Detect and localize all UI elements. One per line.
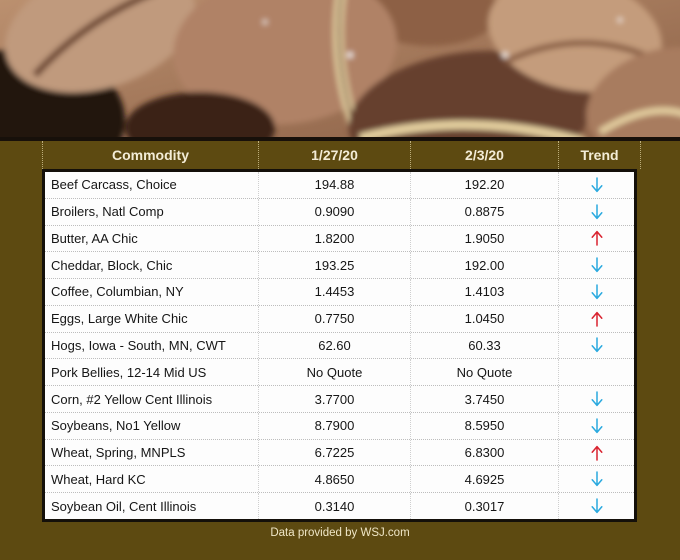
price-feb3-cell: 4.6925	[410, 466, 558, 493]
table-row: Coffee, Columbian, NY 1.4453 1.4103	[45, 278, 634, 305]
commodity-cell: Soybeans, No1 Yellow	[51, 418, 181, 434]
down-arrow-icon	[590, 177, 603, 193]
header-date-feb3: 2/3/20	[410, 141, 558, 169]
table-row: Butter, AA Chic 1.8200 1.9050	[45, 224, 634, 252]
price-jan27-cell: 6.7225	[258, 439, 410, 466]
trend-cell	[558, 225, 634, 252]
coffee-beans-illustration	[0, 0, 680, 141]
price-jan27-cell: 0.9090	[258, 198, 410, 225]
up-arrow-icon	[590, 231, 603, 247]
commodity-cell: Wheat, Spring, MNPLS	[51, 445, 186, 461]
price-feb3-cell: 6.8300	[410, 439, 558, 466]
header-trend: Trend	[558, 141, 640, 169]
commodity-cell: Wheat, Hard KC	[51, 471, 146, 487]
trend-cell	[558, 386, 634, 412]
table-row: Soybean Oil, Cent Illinois 0.3140 0.3017	[45, 492, 634, 519]
table-row: Corn, #2 Yellow Cent Illinois 3.7700 3.7…	[45, 385, 634, 412]
table-row: Wheat, Hard KC 4.8650 4.6925	[45, 465, 634, 493]
price-jan27-cell: 193.25	[258, 252, 410, 279]
commodity-cell: Soybean Oil, Cent Illinois	[51, 498, 197, 514]
price-feb3-cell: 192.00	[410, 252, 558, 279]
price-jan27-cell: 1.8200	[258, 225, 410, 252]
coffee-beans-photo	[0, 0, 680, 141]
trend-cell	[558, 198, 634, 225]
price-jan27-cell: 62.60	[258, 332, 410, 359]
price-feb3-cell: No Quote	[410, 359, 558, 386]
table-header-row: Commodity 1/27/20 2/3/20 Trend	[0, 141, 680, 169]
price-feb3-cell: 1.0450	[410, 305, 558, 332]
trend-cell	[558, 332, 634, 359]
commodity-cell: Beef Carcass, Choice	[51, 177, 177, 193]
commodity-cell: Broilers, Natl Comp	[51, 204, 164, 220]
trend-cell	[558, 305, 634, 332]
commodity-cell: Cheddar, Block, Chic	[51, 257, 173, 273]
table-row: Cheddar, Block, Chic 193.25 192.00	[45, 251, 634, 279]
trend-cell	[558, 252, 634, 279]
header-commodity: Commodity	[42, 141, 258, 169]
commodity-cell: Eggs, Large White Chic	[51, 311, 188, 327]
price-jan27-cell: 194.88	[258, 172, 410, 198]
table-row: Broilers, Natl Comp 0.9090 0.8875	[45, 197, 634, 225]
trend-cell	[558, 279, 634, 305]
table-row: Pork Bellies, 12-14 Mid US No Quote No Q…	[45, 358, 634, 386]
trend-cell	[558, 172, 634, 198]
down-arrow-icon	[590, 203, 603, 219]
price-feb3-cell: 60.33	[410, 332, 558, 359]
price-feb3-cell: 1.4103	[410, 279, 558, 305]
commodity-cell: Butter, AA Chic	[51, 230, 138, 246]
down-arrow-icon	[590, 471, 603, 487]
price-jan27-cell: 1.4453	[258, 279, 410, 305]
price-feb3-cell: 8.5950	[410, 412, 558, 439]
header-divider	[640, 141, 641, 169]
data-credit: Data provided by WSJ.com	[270, 527, 410, 539]
trend-cell	[558, 359, 634, 386]
down-arrow-icon	[590, 337, 603, 353]
price-jan27-cell: 0.3140	[258, 493, 410, 519]
table-row: Eggs, Large White Chic 0.7750 1.0450	[45, 304, 634, 332]
up-arrow-icon	[590, 445, 603, 461]
table-row: Wheat, Spring, MNPLS 6.7225 6.8300	[45, 438, 634, 466]
price-feb3-cell: 0.8875	[410, 198, 558, 225]
price-jan27-cell: 0.7750	[258, 305, 410, 332]
down-arrow-icon	[590, 418, 603, 433]
down-arrow-icon	[590, 257, 603, 273]
commodity-cell: Corn, #2 Yellow Cent Illinois	[51, 391, 213, 407]
down-arrow-icon	[590, 391, 603, 407]
header-date-jan27: 1/27/20	[258, 141, 410, 169]
table-row: Hogs, Iowa - South, MN, CWT 62.60 60.33	[45, 331, 634, 359]
trend-cell	[558, 493, 634, 519]
table-row: Beef Carcass, Choice 194.88 192.20	[45, 172, 634, 198]
trend-cell	[558, 466, 634, 493]
commodity-cell: Coffee, Columbian, NY	[51, 284, 184, 300]
up-arrow-icon	[590, 311, 603, 327]
price-feb3-cell: 192.20	[410, 172, 558, 198]
table-row: Soybeans, No1 Yellow 8.7900 8.5950	[45, 411, 634, 439]
price-jan27-cell: 3.7700	[258, 386, 410, 412]
price-feb3-cell: 1.9050	[410, 225, 558, 252]
price-feb3-cell: 0.3017	[410, 493, 558, 519]
down-arrow-icon	[590, 498, 603, 514]
trend-cell	[558, 439, 634, 466]
commodity-cell: Pork Bellies, 12-14 Mid US	[51, 364, 207, 380]
down-arrow-icon	[590, 284, 603, 300]
price-jan27-cell: 4.8650	[258, 466, 410, 493]
commodity-price-table: Beef Carcass, Choice 194.88 192.20 Broil…	[42, 169, 637, 522]
trend-cell	[558, 412, 634, 439]
price-jan27-cell: 8.7900	[258, 412, 410, 439]
price-jan27-cell: No Quote	[258, 359, 410, 386]
price-feb3-cell: 3.7450	[410, 386, 558, 412]
commodity-cell: Hogs, Iowa - South, MN, CWT	[51, 337, 226, 353]
